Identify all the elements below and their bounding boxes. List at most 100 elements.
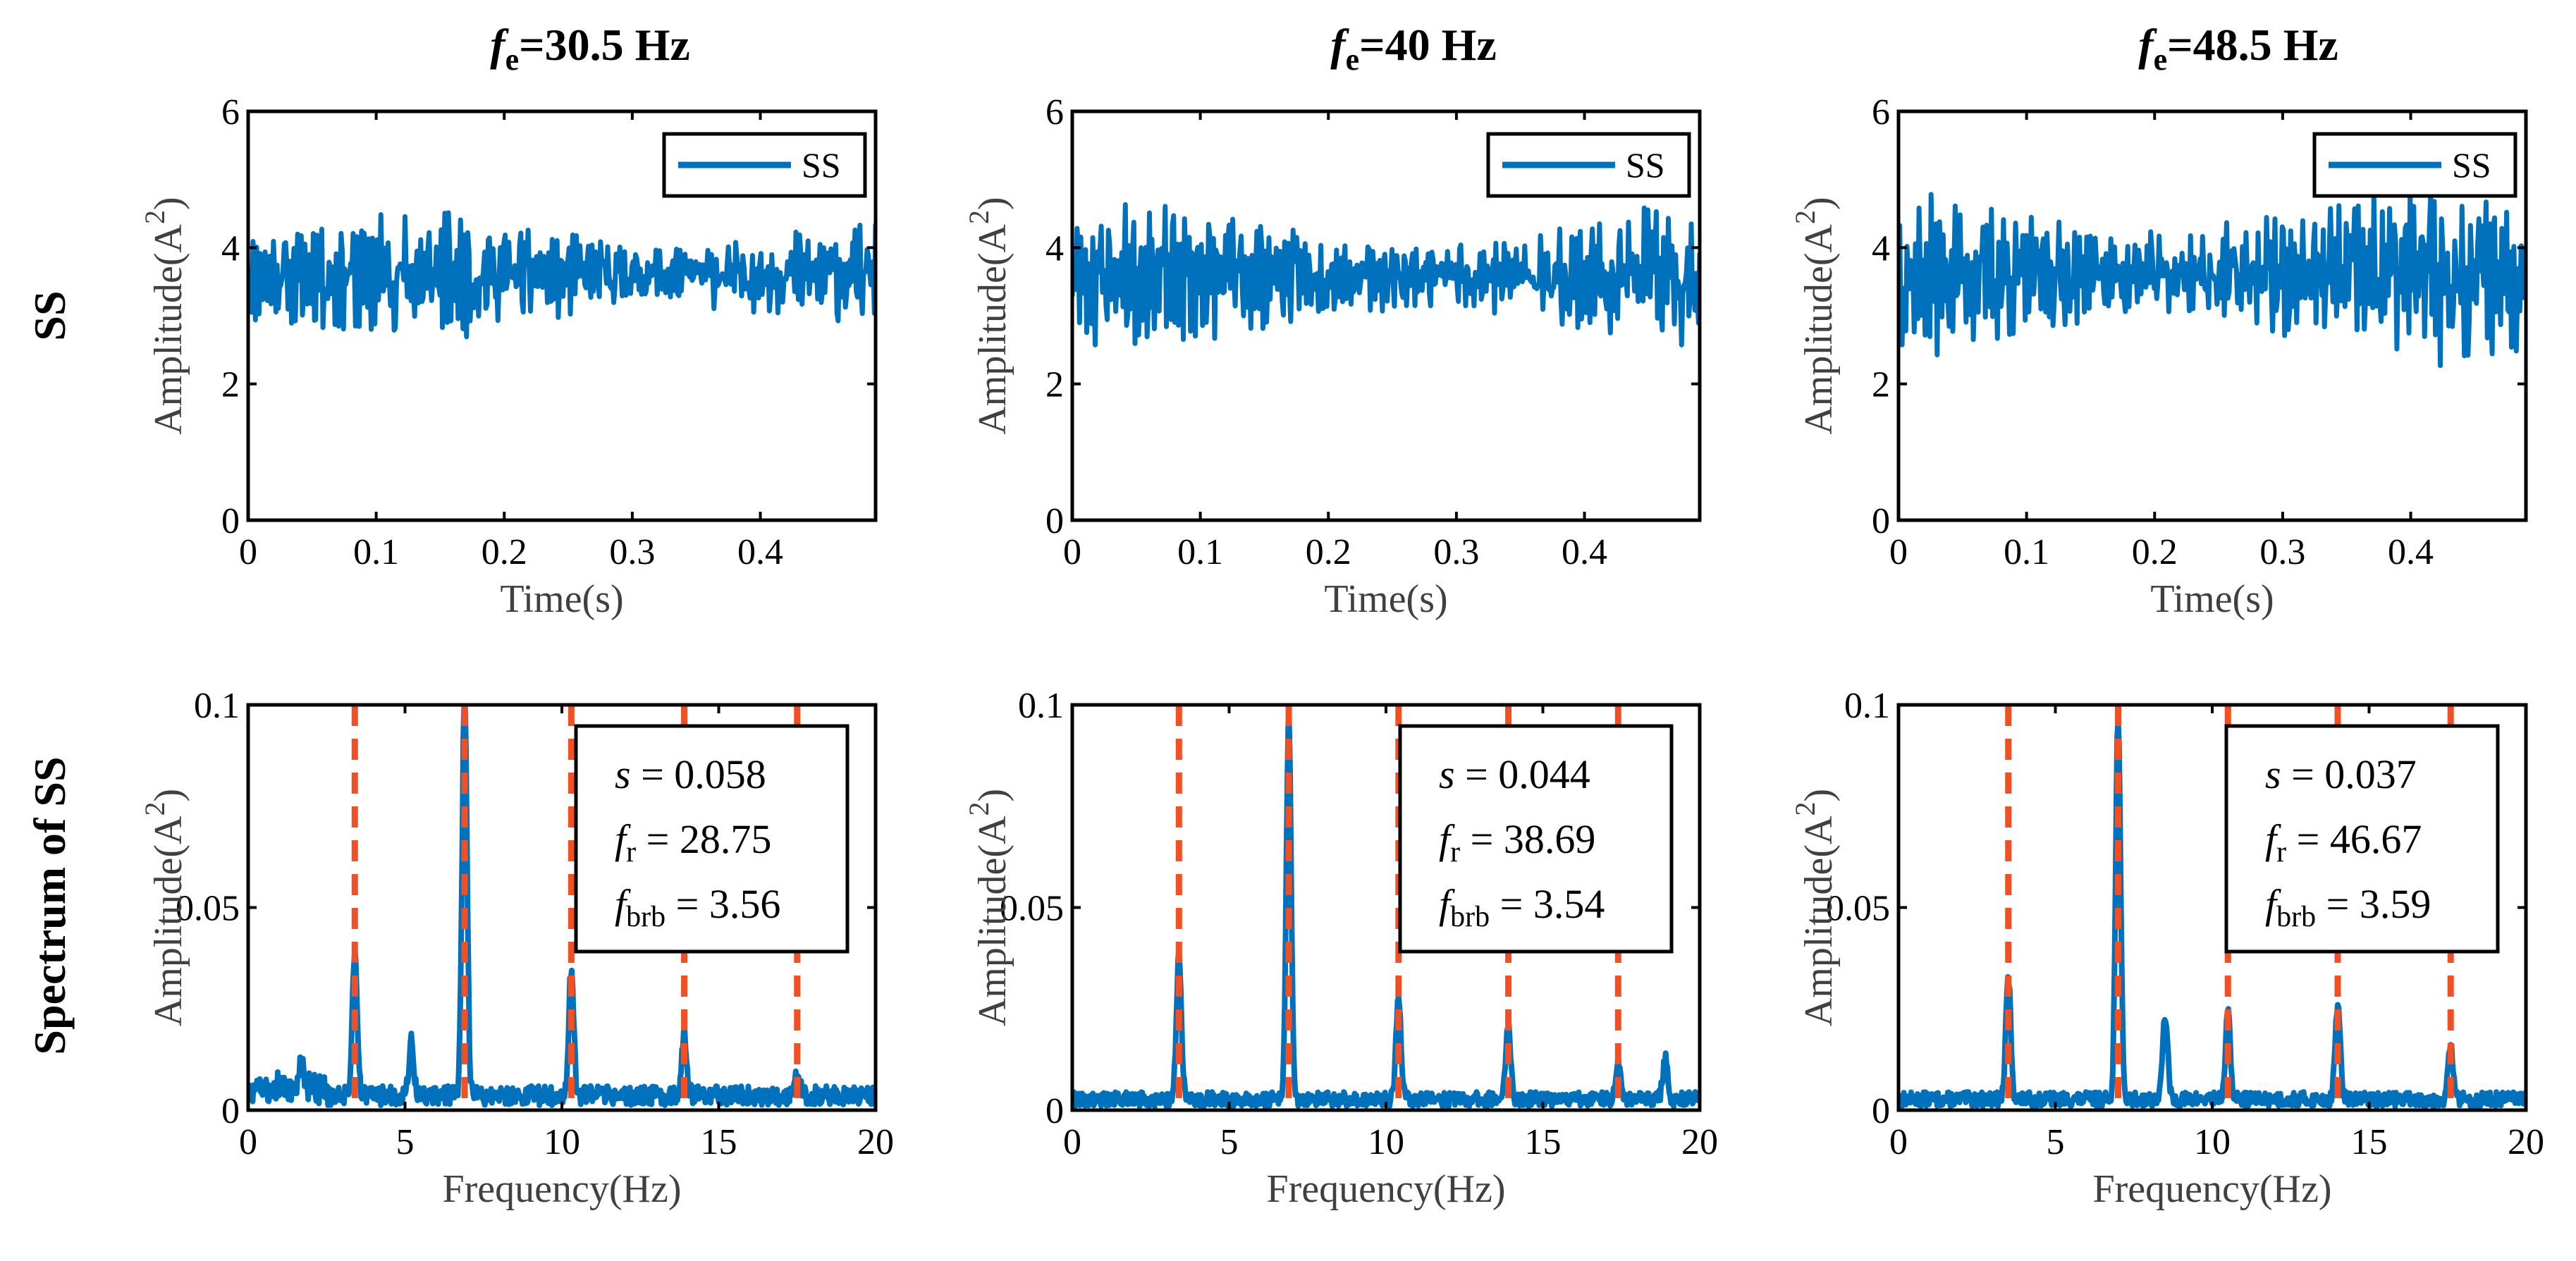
y-tick-label: 4 xyxy=(1872,228,1890,269)
y-tick-label: 2 xyxy=(221,365,240,405)
annotation-fr: fr = 28.75 xyxy=(615,816,771,868)
y-tick-label: 2 xyxy=(1045,365,1064,405)
axes-box xyxy=(246,109,878,522)
x-tick-label: 0.2 xyxy=(2132,532,2178,572)
y-tick-label: 0 xyxy=(221,501,240,541)
column-title-3: fe=48.5 Hz xyxy=(2138,20,2338,77)
x-tick-label: 10 xyxy=(1368,1122,1404,1162)
column-title-1: fe=30.5 Hz xyxy=(490,20,690,77)
y-axis-label: Amplitude(A2) xyxy=(1789,197,1841,434)
legend: SS xyxy=(1486,132,1691,198)
panel-time-signal-48.5: 0 0.1 0.2 0.3 0.4 0 2 4 6 Time(s) Amplitude(A2) SS xyxy=(1789,92,2528,621)
x-tick-label: 20 xyxy=(2508,1122,2544,1162)
y-tick-label: 6 xyxy=(1045,92,1064,133)
y-axis-label: Amplitude(A2) xyxy=(963,789,1014,1026)
y-tick-label: 6 xyxy=(221,92,240,133)
x-tick-label: 0.2 xyxy=(1306,532,1351,572)
y-axis-label: Amplitude(A2) xyxy=(1789,789,1841,1026)
y-tick-label: 0.1 xyxy=(1018,686,1064,726)
x-tick-label: 15 xyxy=(1525,1122,1562,1162)
row-labels: SS Spectrum of SS xyxy=(25,290,75,1054)
y-tick-label: 0 xyxy=(1045,1091,1064,1131)
column-title-2: fe=40 Hz xyxy=(1330,20,1497,77)
annotation-frame xyxy=(1398,724,1674,954)
y-tick-label: 6 xyxy=(1872,92,1890,133)
y-tick-label: 0.05 xyxy=(1826,889,1890,929)
x-tick-label: 0 xyxy=(239,1122,257,1162)
panel-spectrum-48.5: 0 5 10 15 20 0 0.05 0.1 Frequency(Hz) Amplitude(A… xyxy=(1789,686,2544,1211)
annotation-fbrb: fbrb = 3.59 xyxy=(2265,881,2431,933)
legend-label: SS xyxy=(2452,145,2491,185)
y-tick-label: 0 xyxy=(1872,501,1890,541)
legend: SS xyxy=(662,132,867,198)
x-axis-label: Frequency(Hz) xyxy=(443,1167,682,1211)
x-tick-label: 20 xyxy=(1681,1122,1718,1162)
x-tick-label: 15 xyxy=(701,1122,737,1162)
annotation-frame xyxy=(574,724,850,954)
annotation-frame xyxy=(2224,724,2500,954)
annotation-slip: s = 0.058 xyxy=(615,751,766,797)
legend-label: SS xyxy=(1626,145,1665,185)
x-axis-label: Time(s) xyxy=(2150,577,2274,621)
series-line xyxy=(1072,202,1700,347)
panel-time-signal-30.5: 0 0.1 0.2 0.3 0.4 0 2 4 6 Time(s) Amplitude(A2) SS xyxy=(139,92,878,621)
x-tick-label: 5 xyxy=(2047,1122,2065,1162)
annotation-slip: s = 0.044 xyxy=(1439,751,1590,797)
x-tick-label: 0 xyxy=(1889,532,1908,572)
x-tick-label: 0.1 xyxy=(1177,532,1223,572)
x-tick-label: 15 xyxy=(2351,1122,2388,1162)
x-tick-label: 0 xyxy=(1063,1122,1081,1162)
y-tick-label: 0.1 xyxy=(194,686,240,726)
annotation-fr: fr = 46.67 xyxy=(2265,816,2422,868)
legend-label: SS xyxy=(802,145,841,185)
x-tick-label: 20 xyxy=(857,1122,894,1162)
axes-box xyxy=(1070,109,1702,522)
y-tick-label: 4 xyxy=(221,228,240,269)
annotation-fr: fr = 38.69 xyxy=(1439,816,1595,868)
x-tick-label: 0.4 xyxy=(737,532,783,572)
x-tick-label: 5 xyxy=(396,1122,415,1162)
row-label-1: SS xyxy=(25,290,75,340)
x-axis-label: Time(s) xyxy=(500,577,623,621)
x-axis-label: Frequency(Hz) xyxy=(1267,1167,1506,1211)
panels: 0 0.1 0.2 0.3 0.40246Time(s)Amplitude(A2)SS0… xyxy=(139,92,2544,1211)
annotation-box: s = 0.037 fr = 46.67 fbrb = 3.59 xyxy=(2224,724,2500,954)
annotation-slip: s = 0.037 xyxy=(2265,751,2417,797)
x-tick-label: 0 xyxy=(1063,532,1081,572)
x-tick-label: 0.3 xyxy=(609,532,655,572)
y-tick-label: 4 xyxy=(1045,228,1064,269)
y-tick-label: 0 xyxy=(221,1091,240,1131)
x-axis-label: Frequency(Hz) xyxy=(2093,1167,2332,1211)
panel-spectrum-30.5: 0 5 10 15 20 0 0.05 0.1 Frequency(Hz) Amplitude(A… xyxy=(139,686,894,1211)
y-tick-label: 0.1 xyxy=(1844,686,1890,726)
series-line xyxy=(1899,190,2526,369)
x-tick-label: 0.1 xyxy=(353,532,399,572)
column-titles: fe=30.5 Hz fe=40 Hz fe=48.5 Hz xyxy=(490,20,2338,77)
y-axis-label: Amplitude(A2) xyxy=(139,789,190,1026)
panel-spectrum-40: 0 5 10 15 20 0 0.05 0.1 Frequency(Hz) Amplitude(A… xyxy=(963,686,1718,1211)
x-axis-label: Time(s) xyxy=(1324,577,1447,621)
y-axis-label: Amplitude(A2) xyxy=(963,197,1014,434)
row-label-2: Spectrum of SS xyxy=(25,756,75,1054)
series-line xyxy=(248,210,876,340)
y-tick-label: 2 xyxy=(1872,365,1890,405)
y-tick-label: 0.05 xyxy=(1000,889,1064,929)
x-tick-label: 5 xyxy=(1220,1122,1239,1162)
x-tick-label: 0.1 xyxy=(2004,532,2049,572)
y-tick-label: 0 xyxy=(1045,501,1064,541)
y-tick-label: 0 xyxy=(1872,1091,1890,1131)
x-tick-label: 0.4 xyxy=(1562,532,1607,572)
panel-time-signal-40: 0 0.1 0.2 0.3 0.4 0 2 4 6 Time(s) Amplitude(A2) SS xyxy=(963,92,1702,621)
y-tick-label: 0.05 xyxy=(176,889,240,929)
x-tick-label: 10 xyxy=(2194,1122,2231,1162)
x-tick-label: 0 xyxy=(1889,1122,1908,1162)
x-tick-label: 0.3 xyxy=(2259,532,2305,572)
x-tick-label: 0.4 xyxy=(2388,532,2434,572)
axes-box xyxy=(1896,109,2528,522)
x-tick-label: 0 xyxy=(239,532,257,572)
y-axis-label: Amplitude(A2) xyxy=(139,197,190,434)
x-tick-label: 10 xyxy=(544,1122,580,1162)
